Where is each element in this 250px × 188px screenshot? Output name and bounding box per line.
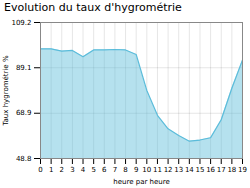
svg-text:19: 19 <box>238 166 247 174</box>
svg-text:1: 1 <box>49 166 53 174</box>
svg-text:3: 3 <box>70 166 74 174</box>
svg-text:heure par heure: heure par heure <box>113 178 169 186</box>
svg-text:13: 13 <box>174 166 183 174</box>
svg-text:2: 2 <box>60 166 64 174</box>
svg-text:6: 6 <box>102 166 107 174</box>
svg-text:109.2: 109.2 <box>11 19 31 27</box>
svg-text:7: 7 <box>113 166 117 174</box>
svg-text:4: 4 <box>81 166 86 174</box>
svg-text:68.9: 68.9 <box>16 109 32 117</box>
svg-text:11: 11 <box>153 166 162 174</box>
svg-text:18: 18 <box>227 166 236 174</box>
svg-text:16: 16 <box>206 166 215 174</box>
svg-text:9: 9 <box>134 166 138 174</box>
svg-text:5: 5 <box>91 166 95 174</box>
svg-text:48.8: 48.8 <box>16 155 32 163</box>
svg-text:14: 14 <box>185 166 194 174</box>
svg-text:0: 0 <box>38 166 42 174</box>
svg-text:10: 10 <box>142 166 151 174</box>
svg-text:8: 8 <box>123 166 127 174</box>
svg-text:17: 17 <box>217 166 226 174</box>
svg-text:15: 15 <box>196 166 205 174</box>
svg-text:89.1: 89.1 <box>16 64 32 72</box>
html-text:Evolution du taux d'hygrométri: Evolution du taux d'hygrométrie <box>4 1 182 14</box>
svg-text:12: 12 <box>164 166 173 174</box>
svg-text:Taux hygrométrie %: Taux hygrométrie % <box>2 55 10 126</box>
